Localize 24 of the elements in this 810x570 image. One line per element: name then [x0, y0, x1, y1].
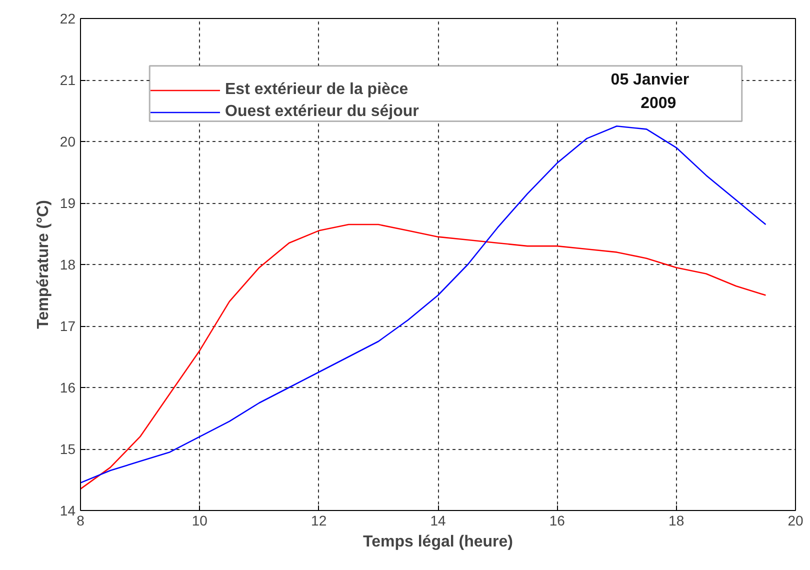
line-series	[80, 125, 766, 484]
x-tick-label: 12	[311, 512, 327, 528]
x-tick-label: 18	[668, 512, 684, 528]
y-tick-label: 14	[60, 502, 76, 518]
y-tick-label: 19	[60, 195, 76, 211]
x-tick-label: 16	[549, 512, 566, 528]
y-tick-label: 21	[60, 72, 76, 88]
y-tick-label: 18	[60, 256, 76, 272]
y-tick-label: 17	[60, 318, 76, 334]
x-tick-label: 14	[430, 512, 446, 528]
legend-label: Ouest extérieur du séjour	[225, 103, 419, 120]
line-series	[80, 224, 766, 490]
y-tick-label: 15	[60, 441, 76, 457]
legend-label: Est extérieur de la pièce	[225, 81, 408, 98]
x-tick-label: 8	[76, 512, 85, 528]
annotation: 2009	[640, 95, 676, 112]
y-axis-title: Température (°C)	[34, 200, 52, 329]
y-tick-label: 20	[60, 134, 76, 150]
x-tick-label: 10	[192, 512, 208, 528]
x-axis-title: Temps légal (heure)	[363, 534, 513, 550]
y-tick-label: 22	[60, 10, 76, 26]
x-tick-label: 20	[788, 512, 804, 528]
annotation: 05 Janvier	[610, 72, 690, 88]
y-tick-label: 16	[60, 380, 76, 396]
